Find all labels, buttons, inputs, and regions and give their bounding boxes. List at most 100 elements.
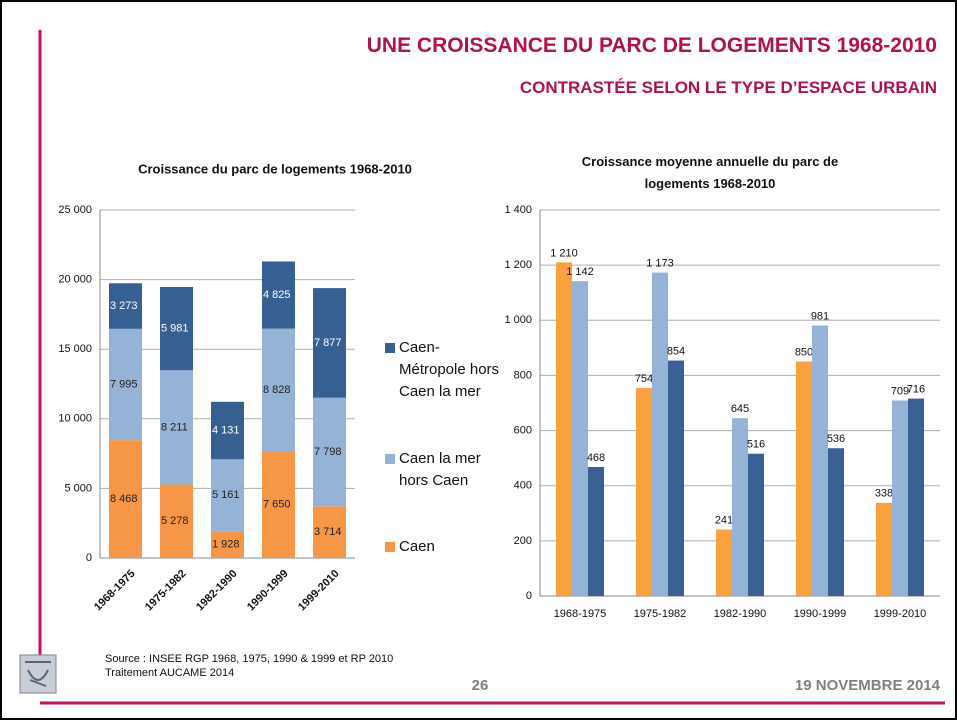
data-label: 8 828 [263,384,291,396]
data-label: 4 131 [212,424,240,436]
data-label: 7 650 [263,499,291,511]
slide-title: UNE CROISSANCE DU PARC DE LOGEMENTS 1968… [366,34,937,57]
data-label: 1 142 [566,266,594,278]
data-label: 7 877 [314,337,342,349]
y-tick-label: 25 000 [58,204,92,216]
legend-swatch [385,453,395,464]
bar [636,388,652,596]
legend-swatch [385,343,395,353]
bar [796,361,812,596]
y-tick-label: 1 200 [504,259,532,271]
data-label: 7 798 [314,446,342,458]
data-label: 981 [811,310,829,322]
bar-segment [109,283,142,329]
chart-title: Croissance du parc de logements 1968-201… [138,161,412,176]
x-tick-label: 1999-2010 [296,568,342,614]
data-label: 5 981 [161,323,189,335]
bar [908,398,924,596]
data-label: 645 [731,403,749,415]
x-tick-label: 1982-1990 [194,568,240,614]
bar-segment [262,261,295,329]
y-tick-label: 5 000 [64,482,92,494]
data-label: 5 278 [161,515,189,527]
data-label: 1 173 [646,257,674,269]
bar-segment [160,370,193,485]
bar [572,281,588,596]
data-label: 468 [587,452,605,464]
bar [556,262,572,596]
bar-segment [262,451,295,558]
bar-segment [211,401,244,460]
bar-segment [262,328,295,452]
bar-segment [313,397,346,507]
bar [732,418,748,596]
data-label: 3 714 [314,526,342,538]
y-tick-label: 800 [514,369,532,381]
legend-entry: Caen la mer hors Caen [385,448,503,492]
bar [588,466,604,596]
data-label: 8 468 [110,493,138,505]
data-label: 8 211 [161,421,188,433]
y-tick-label: 600 [514,424,532,436]
y-tick-label: 20 000 [58,274,92,286]
chart-title: Croissance moyenne annuelle du parc de l… [581,154,839,191]
logo [19,654,57,694]
x-tick-label: 1968-1975 [554,608,607,620]
y-tick-label: 10 000 [58,413,92,425]
data-label: 709 [891,385,909,397]
bar [652,272,668,596]
legend-label: Caen la mer hors Caen [399,449,481,489]
bar-segment [313,506,346,558]
y-tick-label: 1 000 [504,314,532,326]
data-label: 716 [907,383,925,395]
data-label: 536 [827,433,845,445]
x-tick-label: 1975-1982 [634,608,687,620]
y-tick-label: 1 400 [504,204,532,216]
x-tick-label: 1990-1999 [245,568,291,614]
legend: Caen-Métropole hors Caen la mer Caen la m… [385,337,503,558]
legend-label: Caen [399,538,435,555]
legend-swatch [385,542,395,552]
x-tick-label: 1982-1990 [714,608,767,620]
y-tick-label: 0 [526,590,532,602]
y-tick-label: 200 [514,535,532,547]
page-number: 26 [472,677,489,694]
y-tick-label: 15 000 [58,343,92,355]
date: 19 NOVEMBRE 2014 [795,677,941,694]
legend-entry: Caen [385,536,503,558]
data-label: 4 825 [263,289,291,301]
bar [812,325,828,596]
data-label: 5 161 [212,489,240,501]
slide-subtitle: CONTRASTÉE SELON LE TYPE D’ESPACE URBAIN [519,78,937,97]
bar-segment [211,459,244,532]
source: Traitement AUCAME 2014 [105,667,234,679]
bar [748,453,764,596]
data-label: 3 273 [110,300,138,312]
bar-segment [109,440,142,558]
data-label: 850 [795,347,813,359]
data-label: 516 [747,439,765,451]
data-label: 854 [667,345,685,357]
bar-segment [160,286,193,371]
bar [892,400,908,596]
x-tick-label: 1990-1999 [794,608,847,620]
data-label: 1 928 [212,538,240,550]
data-label: 754 [635,373,653,385]
y-tick-label: 0 [86,552,92,564]
logo-mark [25,661,51,687]
x-tick-label: 1999-2010 [874,608,927,620]
source: Source : INSEE RGP 1968, 1975, 1990 & 19… [105,653,393,665]
data-label: 241 [715,514,733,526]
data-label: 1 210 [550,247,578,259]
bar-segment [313,288,346,398]
data-label: 7 995 [110,378,138,390]
data-label: 338 [875,488,893,500]
bar-segment [211,531,244,558]
bar [716,529,732,596]
bar [828,448,844,596]
bar [668,360,684,596]
y-tick-label: 400 [514,480,532,492]
legend-label: Caen-Métropole hors Caen la mer [399,339,500,400]
